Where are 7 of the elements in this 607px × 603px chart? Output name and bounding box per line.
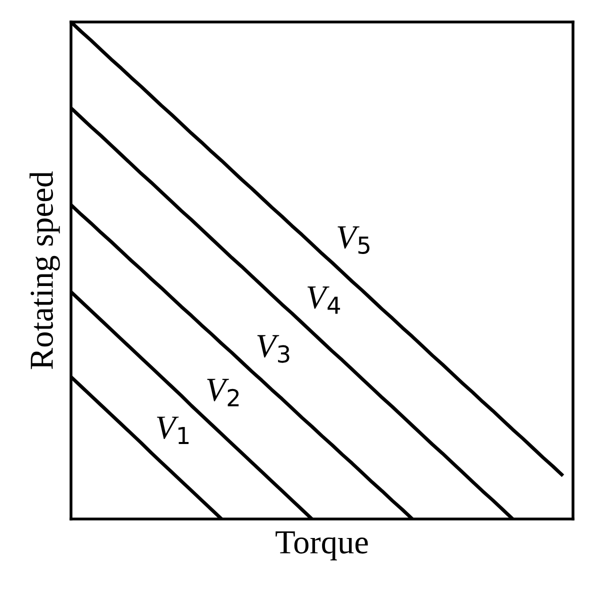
series-label: V$_{2}$ (207, 378, 239, 406)
series-label: V$_{5}$ (338, 226, 370, 254)
x-axis-title: Torque (276, 531, 368, 560)
series-label: V$_{3}$ (257, 335, 290, 363)
series-label: V$_{1}$ (156, 416, 189, 444)
y-axis-title: Rotating speed (30, 171, 60, 370)
series-label: V$_{4}$ (308, 286, 340, 314)
